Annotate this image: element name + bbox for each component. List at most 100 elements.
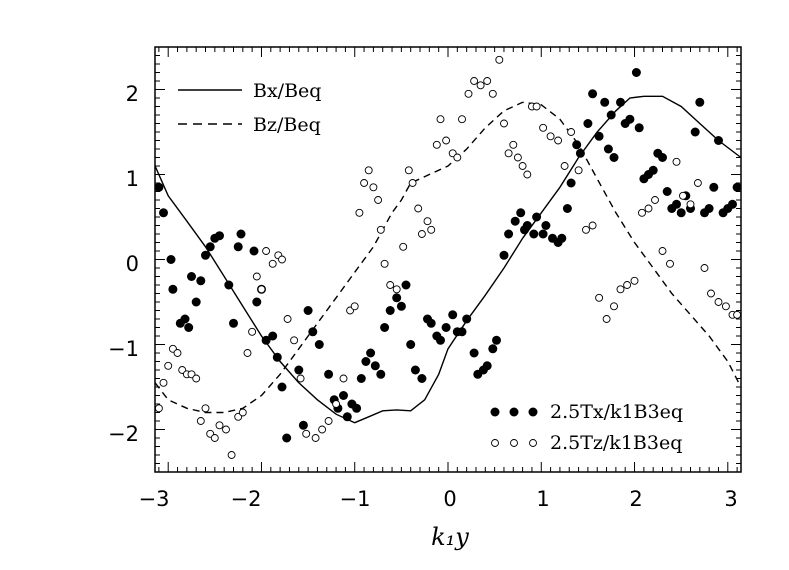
tz-data-point <box>610 302 618 311</box>
tx-data-point <box>529 229 539 239</box>
tz-data-point <box>567 128 576 136</box>
tx-data-point <box>572 140 582 150</box>
tz-data-point <box>714 298 723 306</box>
tz-data-point <box>560 162 569 170</box>
tx-data-point <box>417 374 427 383</box>
y-tick-label: 0 <box>126 252 139 276</box>
tx-data-point <box>268 331 278 341</box>
y-tick-label: 1 <box>126 167 139 191</box>
legend-open-marker <box>510 439 518 447</box>
tx-data-point <box>298 420 308 430</box>
tz-data-point <box>417 230 426 238</box>
x-tick-label: 3 <box>724 487 737 511</box>
tx-data-point <box>448 310 458 320</box>
tz-data-point <box>658 247 667 255</box>
tz-data-point <box>399 242 408 251</box>
tx-data-point <box>504 229 514 239</box>
tz-data-point <box>290 336 299 345</box>
tx-data-point <box>606 110 616 120</box>
tx-data-point <box>366 348 376 358</box>
tz-data-point <box>374 196 383 204</box>
tx-data-point <box>184 323 194 332</box>
tx-data-point <box>155 182 164 192</box>
tz-data-point <box>518 162 527 170</box>
tx-data-point <box>396 301 406 311</box>
tz-data-point <box>513 153 522 162</box>
legend-bottom: 2.5Tx/k1B3eq 2.5Tz/k1B3eq <box>490 401 683 454</box>
bz-dashed-line <box>155 101 741 414</box>
tx-data-point <box>672 199 681 209</box>
tz-data-point <box>380 259 389 268</box>
tz-data-point <box>283 315 292 323</box>
x-axis-label: k₁y <box>431 523 469 551</box>
tz-data-point <box>436 115 445 124</box>
tx-data-point <box>538 229 548 239</box>
tx-data-point <box>499 250 509 260</box>
tz-data-point <box>296 374 305 383</box>
tz-data-point <box>488 89 497 98</box>
tz-data-point <box>602 315 611 323</box>
tx-data-point <box>583 119 593 128</box>
tz-data-point <box>442 136 451 145</box>
tx-data-point <box>410 365 420 375</box>
tz-data-point <box>369 183 378 192</box>
x-tick-label: −2 <box>231 487 262 511</box>
tx-data-point <box>159 208 168 218</box>
tz-data-point <box>210 434 219 442</box>
legend-filled-marker <box>490 407 500 417</box>
legend-filled-marker <box>509 407 519 417</box>
legend-filled-marker <box>528 407 538 417</box>
tz-data-point <box>700 264 709 272</box>
tz-data-point <box>386 281 395 289</box>
tx-data-point <box>488 344 498 354</box>
legend-open-marker <box>529 439 537 447</box>
tx-data-point <box>714 136 723 145</box>
tz-data-point <box>262 247 271 255</box>
tx-data-point <box>575 148 585 158</box>
tx-data-point <box>339 391 348 400</box>
tz-data-point <box>227 451 236 459</box>
tz-data-point <box>355 208 364 217</box>
tz-data-point <box>733 310 741 319</box>
tx-data-point <box>676 208 686 218</box>
tx-data-point <box>541 221 551 230</box>
tz-data-point <box>350 302 359 311</box>
tx-data-point <box>352 403 362 413</box>
tz-data-point <box>408 179 417 187</box>
x-tick-label: 0 <box>443 487 456 511</box>
tx-data-point <box>356 374 366 383</box>
tz-data-point <box>404 166 413 175</box>
y-tick-label: 2 <box>126 82 139 106</box>
tx-data-point <box>392 293 402 303</box>
tx-data-point <box>625 114 635 124</box>
tx-data-point <box>361 357 371 366</box>
tx-data-point <box>634 123 644 133</box>
tz-data-point <box>582 225 590 234</box>
tz-data-point <box>318 425 327 434</box>
tx-data-point <box>600 97 610 107</box>
axis-ticks <box>155 47 741 472</box>
tx-data-point <box>594 131 604 141</box>
tx-data-point <box>695 97 705 107</box>
tz-data-point <box>360 179 369 187</box>
tz-data-point <box>509 140 518 149</box>
tz-data-point <box>470 77 479 85</box>
tx-data-point <box>294 365 304 375</box>
legend-top: Bx/Beq Bz/Beq <box>178 80 321 136</box>
tz-data-point <box>554 136 563 145</box>
tx-data-point <box>401 280 411 290</box>
y-tick-label: −2 <box>108 422 139 446</box>
tz-data-point <box>693 179 702 187</box>
tx-data-point <box>252 297 262 307</box>
tz-data-point <box>215 421 224 430</box>
tz-data-point <box>252 272 261 281</box>
tz-data-point <box>155 404 163 413</box>
tx-data-point <box>187 272 196 281</box>
legend-open-marker <box>491 439 499 447</box>
tz-data-point <box>423 217 432 226</box>
tz-data-point <box>332 400 341 408</box>
tx-data-point <box>516 208 526 218</box>
x-tick-labels: −3 −2 −1 0 1 2 3 <box>139 487 738 511</box>
tz-data-point <box>243 349 252 357</box>
tz-data-point <box>638 208 646 217</box>
